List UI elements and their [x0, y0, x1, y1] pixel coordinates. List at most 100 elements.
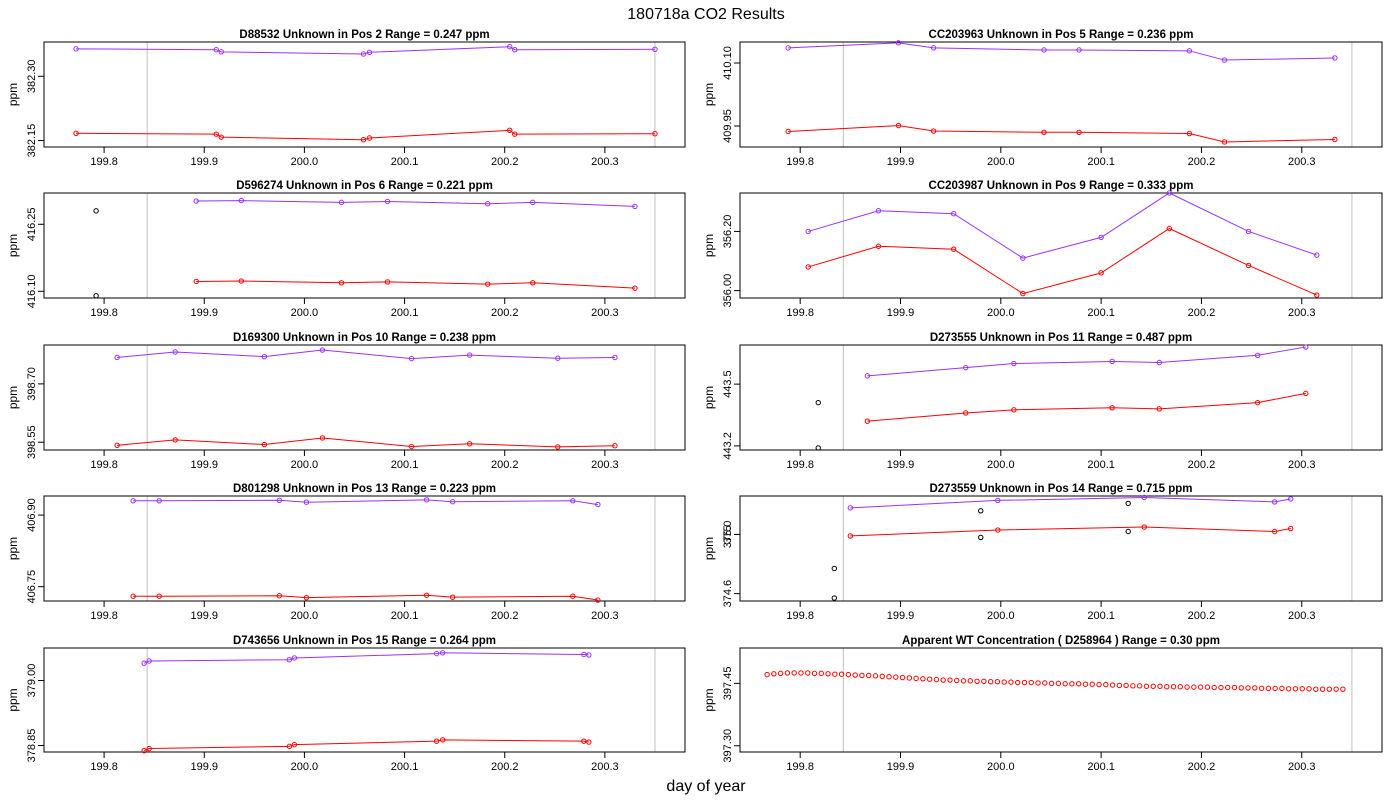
- panel-9-ylabel: ppm: [702, 688, 716, 711]
- panel-4-series-lower-point-1: [172, 437, 178, 443]
- panel-3-frame: [739, 192, 1383, 299]
- panel-8-title: D743656 Unknown in Pos 15 Range = 0.264 …: [233, 635, 496, 647]
- panel-6-series-upper-point-3: [303, 499, 310, 505]
- figure-xlabel: day of year: [666, 778, 746, 795]
- panel-1-series-upper-line: [788, 42, 1335, 61]
- panel-0-series-upper-point-5: [507, 44, 513, 50]
- panel-2-series-lower-line: [196, 280, 635, 289]
- panel-7-xtick-label-1: 199.9: [887, 610, 915, 622]
- panel-2-ytick-label-1: 416.25: [26, 207, 38, 241]
- panel-2-flagged-point-0: [93, 208, 99, 214]
- panel-2-series-upper-line: [196, 200, 635, 207]
- panel-8-series-upper-point-2: [286, 657, 293, 663]
- panel-9-series-WT-point-69: [1231, 684, 1238, 691]
- panel-8-series-lower-point-2: [286, 743, 293, 750]
- panel-9-xtick-label-4: 200.2: [1188, 761, 1216, 773]
- panel-1-series-lower-point-7: [1332, 136, 1338, 143]
- panel-0-ylabel: ppm: [6, 83, 20, 106]
- panel-9-series-WT-point-39: [1028, 679, 1034, 686]
- panel-6-xtick-label-4: 200.2: [491, 610, 519, 622]
- panel-2-xtick-label-4: 200.2: [491, 307, 519, 319]
- panel-9-series-WT-point-63: [1191, 684, 1197, 690]
- panel-7-title: D273559 Unknown in Pos 14 Range = 0.715 …: [929, 483, 1192, 495]
- panel-0-xtick-label-2: 200.0: [291, 156, 319, 168]
- figure-title: 180718a CO2 Results: [627, 6, 784, 23]
- panel-9-series-WT-point-61: [1177, 683, 1184, 690]
- panel-3-series-upper-point-5: [1166, 190, 1173, 196]
- panel-9-series-WT-point-21: [906, 675, 913, 681]
- panel-6-series-upper-point-2: [276, 497, 283, 503]
- panel-9-series-WT-point-9: [825, 671, 831, 677]
- panel-9-series-WT-point-67: [1218, 684, 1224, 691]
- panel-9-series-WT-point-20: [899, 674, 906, 681]
- panel-3-xtick-label-5: 200.3: [1288, 307, 1316, 319]
- panel-8-xtick-label-4: 200.2: [491, 761, 519, 773]
- panel-6-series-upper-point-6: [570, 498, 576, 504]
- panel-9-series-WT-point-76: [1279, 685, 1285, 692]
- panel-1-xtick-label-5: 200.3: [1288, 156, 1316, 168]
- panel-5-series-upper-point-2: [1011, 360, 1017, 367]
- panel-8-frame: [43, 647, 686, 753]
- panel-5-series-lower-point-3: [1109, 405, 1115, 411]
- panel-9-series-WT-point-5: [798, 670, 804, 676]
- panel-8-ytick-label-1: 379.00: [26, 664, 38, 698]
- panel-8-series-upper-point-7: [586, 652, 592, 658]
- panel-1-series-lower-point-2: [930, 128, 937, 134]
- panel-5-series-upper-point-0: [864, 373, 871, 379]
- panel-1-series-upper-point-6: [1221, 57, 1228, 63]
- panel-9-series-WT-point-37: [1015, 679, 1021, 686]
- panel-8-series-lower-point-7: [586, 739, 592, 745]
- panel-8-series-upper-line: [143, 652, 589, 664]
- panel-0-series-lower-line: [76, 129, 655, 141]
- panel-2-series-upper-point-5: [530, 199, 536, 206]
- panel-9-series-WT-point-23: [920, 676, 926, 682]
- panel-9-series-WT-point-56: [1143, 683, 1150, 689]
- panel-9-series-WT-point-73: [1258, 685, 1265, 692]
- panel-6-series-lower-point-4: [423, 592, 430, 598]
- panel-9-series-WT-point-48: [1089, 681, 1095, 687]
- panel-5-xtick-label-1: 199.9: [887, 459, 915, 471]
- panel-9-series-WT-point-68: [1225, 684, 1231, 691]
- panel-9-series-WT-point-81: [1313, 686, 1319, 692]
- panel-5-series-upper-point-3: [1109, 358, 1115, 365]
- panel-5-flagged-point-0: [815, 399, 821, 406]
- panel-8-series-lower-line: [143, 739, 589, 752]
- panel-4-xtick-label-1: 199.9: [190, 459, 218, 471]
- panel-7-xtick-label-3: 200.1: [1087, 610, 1115, 622]
- panel-9-series-WT-point-72: [1252, 685, 1258, 691]
- panel-2-flagged-point-1: [93, 293, 99, 299]
- panel-7: D273559 Unknown in Pos 14 Range = 0.715 …: [702, 483, 1383, 622]
- panel-6-series-upper-point-1: [156, 498, 162, 504]
- panel-0-series-lower-point-2: [218, 134, 224, 140]
- panel-3-xtick-label-3: 200.1: [1087, 307, 1115, 319]
- panel-5-series-upper-point-1: [963, 364, 969, 371]
- panel-9-series-WT-point-30: [967, 678, 974, 684]
- panel-5-xtick-label-2: 200.0: [987, 459, 1015, 471]
- panel-9-series-WT-point-57: [1150, 683, 1156, 689]
- panel-7-series-upper-point-3: [1271, 499, 1278, 505]
- panel-3-series-lower-point-3: [1020, 290, 1026, 297]
- panel-8-series-upper-point-6: [581, 651, 587, 658]
- panel-4-xtick-label-3: 200.1: [391, 459, 419, 471]
- panel-9-title: Apparent WT Concentration ( D258964 ) Ra…: [902, 635, 1220, 647]
- panel-3-ylabel: ppm: [702, 234, 716, 257]
- panel-5-title: D273555 Unknown in Pos 11 Range = 0.487 …: [930, 332, 1192, 344]
- panel-6-series-lower-point-0: [130, 593, 136, 599]
- panel-0-series-upper-point-0: [73, 46, 79, 52]
- panel-0-series-lower-point-6: [512, 131, 518, 137]
- panel-3-series-upper-point-4: [1098, 234, 1104, 241]
- panel-6-series-upper-point-7: [595, 501, 601, 508]
- panel-9-series-WT-point-16: [872, 673, 879, 679]
- panel-4-series-upper-point-0: [114, 354, 120, 361]
- panel-9-series-WT-point-28: [954, 677, 960, 684]
- panel-6-title: D801298 Unknown in Pos 13 Range = 0.223 …: [233, 483, 496, 495]
- panel-9-series-WT-point-8: [818, 670, 824, 677]
- panel-0-series-upper-point-4: [366, 49, 373, 55]
- panel-9-series-WT-point-31: [974, 678, 980, 684]
- panel-1-series-lower-point-0: [785, 128, 791, 135]
- panel-5-series-lower-point-2: [1011, 407, 1017, 413]
- panel-9-xtick-label-0: 199.8: [786, 761, 814, 773]
- panel-1-series-lower-point-1: [895, 122, 902, 129]
- panel-3-ytick-label-1: 356.20: [722, 215, 734, 249]
- panel-9-series-WT-point-46: [1075, 681, 1082, 687]
